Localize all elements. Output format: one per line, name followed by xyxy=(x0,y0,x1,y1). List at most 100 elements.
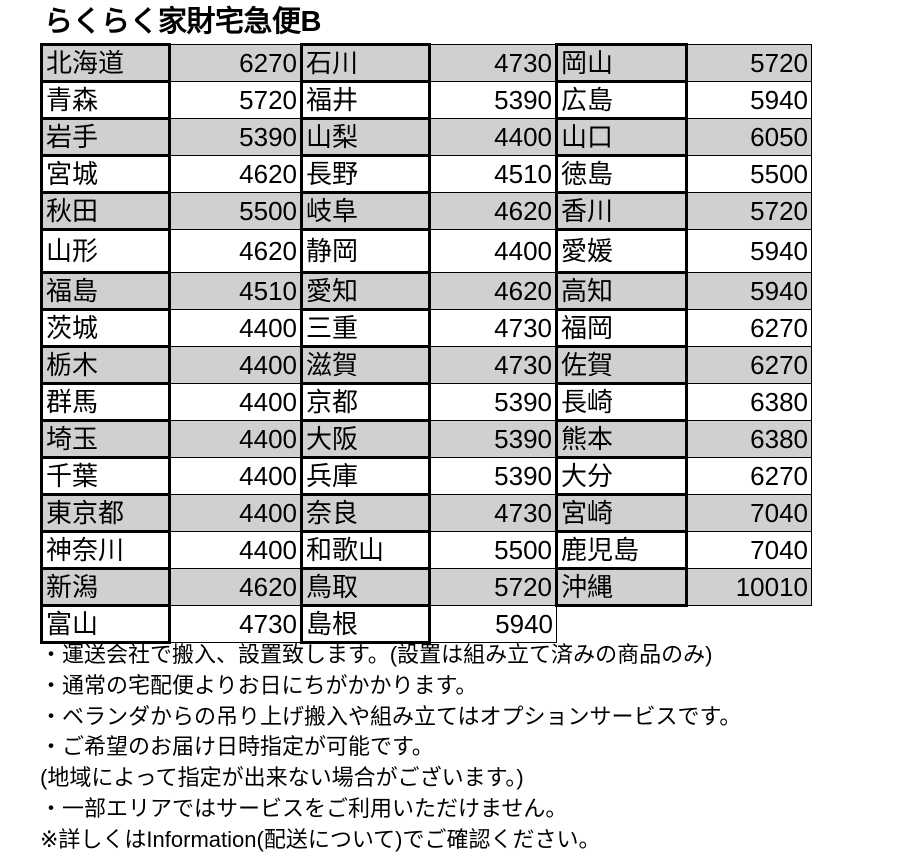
prefecture-cell: 秋田 xyxy=(40,191,171,231)
prefecture-cell: 佐賀 xyxy=(555,345,688,385)
prefecture-cell: 高知 xyxy=(555,271,688,311)
prefecture-cell: 京都 xyxy=(300,382,431,422)
prefecture-cell: 石川 xyxy=(300,43,431,83)
table-row: 秋田 5500 岐阜 4620 香川 5720 xyxy=(40,191,812,231)
table-row: 群馬 4400 京都 5390 長崎 6380 xyxy=(40,382,812,422)
price-cell: 4400 xyxy=(169,494,302,532)
price-cell: 5390 xyxy=(429,81,557,119)
table-row: 岩手 5390 山梨 4400 山口 6050 xyxy=(40,117,812,157)
price-cell: 6270 xyxy=(169,44,302,82)
prefecture-cell: 広島 xyxy=(555,80,688,120)
price-cell: 5940 xyxy=(686,81,812,119)
prefecture-cell: 香川 xyxy=(555,191,688,231)
prefecture-cell: 長野 xyxy=(300,154,431,194)
price-cell: 4400 xyxy=(169,531,302,569)
table-row: 富山 4730 島根 5940 xyxy=(40,604,812,644)
price-cell: 4730 xyxy=(429,44,557,82)
prefecture-cell: 長崎 xyxy=(555,382,688,422)
prefecture-cell: 山梨 xyxy=(300,117,431,157)
price-cell: 4730 xyxy=(429,309,557,347)
price-cell: 6050 xyxy=(686,118,812,156)
prefecture-cell: 山口 xyxy=(555,117,688,157)
prefecture-cell: 神奈川 xyxy=(40,530,171,570)
table-row: 青森 5720 福井 5390 広島 5940 xyxy=(40,80,812,120)
price-cell: 5720 xyxy=(169,81,302,119)
price-cell: 4620 xyxy=(169,155,302,193)
prefecture-cell: 山形 xyxy=(40,228,171,274)
price-cell: 4620 xyxy=(429,272,557,310)
price-cell: 4400 xyxy=(169,420,302,458)
price-cell: 4510 xyxy=(429,155,557,193)
table-row: 山形 4620 静岡 4400 愛媛 5940 xyxy=(40,228,812,274)
prefecture-cell: 愛媛 xyxy=(555,228,688,274)
prefecture-cell: 愛知 xyxy=(300,271,431,311)
prefecture-cell: 熊本 xyxy=(555,419,688,459)
table-row: 宮城 4620 長野 4510 徳島 5500 xyxy=(40,154,812,194)
note-line: ・一部エリアではサービスをご利用いただけません。 xyxy=(40,795,568,821)
prefecture-cell: 千葉 xyxy=(40,456,171,496)
note-line: ・ご希望のお届け日時指定が可能です。 xyxy=(40,734,434,760)
price-cell: 4620 xyxy=(169,568,302,606)
prefecture-cell: 岩手 xyxy=(40,117,171,157)
prefecture-cell: 徳島 xyxy=(555,154,688,194)
price-cell: 6270 xyxy=(686,457,812,495)
prefecture-cell: 宮城 xyxy=(40,154,171,194)
price-cell: 5500 xyxy=(429,531,557,569)
prefecture-cell: 北海道 xyxy=(40,43,171,83)
prefecture-cell: 島根 xyxy=(300,604,431,644)
prefecture-cell: 栃木 xyxy=(40,345,171,385)
price-cell: 6270 xyxy=(686,309,812,347)
prefecture-cell: 鹿児島 xyxy=(555,530,688,570)
price-cell: 5940 xyxy=(686,272,812,310)
prefecture-cell: 群馬 xyxy=(40,382,171,422)
prefecture-cell: 富山 xyxy=(40,604,171,644)
prefecture-cell: 和歌山 xyxy=(300,530,431,570)
prefecture-cell: 茨城 xyxy=(40,308,171,348)
note-line: ・通常の宅配便よりお日にちがかかります。 xyxy=(40,672,478,698)
table-row: 北海道 6270 石川 4730 岡山 5720 xyxy=(40,43,812,83)
price-cell: 5500 xyxy=(686,155,812,193)
prefecture-cell: 滋賀 xyxy=(300,345,431,385)
price-cell: 4400 xyxy=(169,383,302,421)
empty-cell xyxy=(557,606,687,643)
table-row: 千葉 4400 兵庫 5390 大分 6270 xyxy=(40,456,812,496)
price-cell: 5390 xyxy=(169,118,302,156)
price-cell: 4730 xyxy=(429,346,557,384)
price-cell: 5390 xyxy=(429,457,557,495)
price-cell: 7040 xyxy=(686,531,812,569)
price-cell: 4400 xyxy=(169,309,302,347)
price-cell: 4730 xyxy=(169,605,302,643)
prefecture-cell: 岡山 xyxy=(555,43,688,83)
prefecture-cell: 静岡 xyxy=(300,228,431,274)
prefecture-cell: 福岡 xyxy=(555,308,688,348)
price-cell: 4400 xyxy=(429,229,557,273)
prefecture-cell: 沖縄 xyxy=(555,567,688,607)
prefecture-cell: 三重 xyxy=(300,308,431,348)
prefecture-cell: 大阪 xyxy=(300,419,431,459)
price-cell: 5940 xyxy=(686,229,812,273)
prefecture-cell: 岐阜 xyxy=(300,191,431,231)
prefecture-cell: 東京都 xyxy=(40,493,171,533)
price-cell: 5720 xyxy=(686,44,812,82)
price-cell: 6270 xyxy=(686,346,812,384)
price-cell: 5940 xyxy=(429,605,557,643)
price-cell: 5390 xyxy=(429,420,557,458)
prefecture-cell: 福井 xyxy=(300,80,431,120)
price-cell: 7040 xyxy=(686,494,812,532)
table-row: 茨城 4400 三重 4730 福岡 6270 xyxy=(40,308,812,348)
price-cell: 4400 xyxy=(429,118,557,156)
price-cell: 5390 xyxy=(429,383,557,421)
empty-cell xyxy=(687,606,812,643)
prefecture-cell: 埼玉 xyxy=(40,419,171,459)
price-cell: 4620 xyxy=(169,229,302,273)
prefecture-cell: 大分 xyxy=(555,456,688,496)
table-row: 新潟 4620 鳥取 5720 沖縄 10010 xyxy=(40,567,812,607)
table-row: 埼玉 4400 大阪 5390 熊本 6380 xyxy=(40,419,812,459)
price-cell: 5500 xyxy=(169,192,302,230)
price-cell: 4400 xyxy=(169,457,302,495)
table-row: 栃木 4400 滋賀 4730 佐賀 6270 xyxy=(40,345,812,385)
price-cell: 4510 xyxy=(169,272,302,310)
page-title: らくらく家財宅急便B xyxy=(44,6,321,38)
prefecture-cell: 福島 xyxy=(40,271,171,311)
note-line: (地域によって指定が出来ない場合がございます。) xyxy=(40,765,524,791)
